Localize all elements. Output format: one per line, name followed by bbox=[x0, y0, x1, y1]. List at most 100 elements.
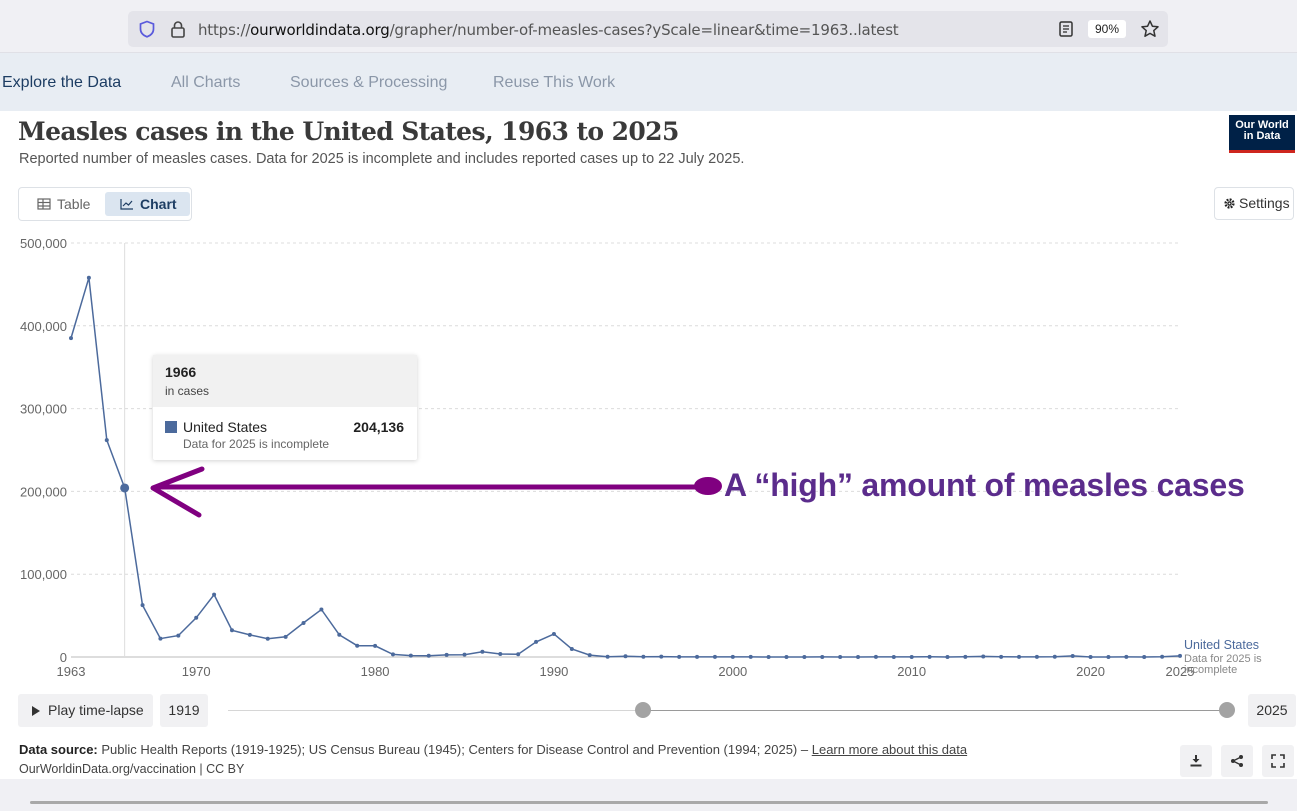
share-icon bbox=[1231, 755, 1243, 767]
data-point bbox=[909, 654, 914, 659]
data-point bbox=[283, 634, 288, 639]
fullscreen-button[interactable] bbox=[1262, 745, 1294, 777]
site-nav: Explore the Data All Charts Sources & Pr… bbox=[0, 53, 1297, 111]
learn-more-link[interactable]: Learn more about this data bbox=[811, 742, 968, 757]
chart-tab[interactable]: Chart bbox=[105, 192, 190, 216]
data-point bbox=[999, 654, 1004, 659]
y-tick-label: 500,000 bbox=[20, 236, 67, 251]
bookmark-star-icon[interactable] bbox=[1140, 19, 1160, 44]
logo-line-2: in Data bbox=[1243, 130, 1281, 142]
x-tick-label: 2020 bbox=[1076, 664, 1105, 679]
view-toggle: Table Chart bbox=[18, 187, 192, 221]
data-point bbox=[838, 654, 843, 659]
data-point bbox=[623, 654, 628, 659]
share-button[interactable] bbox=[1221, 745, 1253, 777]
data-point bbox=[551, 631, 556, 636]
logo-line-1: Our World bbox=[1235, 119, 1289, 131]
measles-line-chart[interactable]: 0 100,000 200,000 300,000 400,000 500,000 1963… bbox=[0, 111, 1297, 686]
data-point bbox=[1034, 654, 1039, 659]
annotation-arrow-tail bbox=[694, 477, 722, 495]
tab-all-charts[interactable]: All Charts bbox=[171, 74, 241, 91]
table-icon bbox=[37, 198, 51, 210]
y-tick-label: 400,000 bbox=[20, 319, 67, 334]
timeline-end-handle[interactable] bbox=[1219, 702, 1235, 718]
data-point bbox=[873, 654, 878, 659]
data-point bbox=[766, 654, 771, 659]
y-tick-label: 100,000 bbox=[20, 567, 67, 582]
zoom-level-badge[interactable]: 90% bbox=[1088, 20, 1127, 38]
tooltip-swatch bbox=[165, 421, 177, 433]
data-point bbox=[963, 654, 968, 659]
timeline-start-year[interactable]: 1919 bbox=[160, 694, 208, 727]
data-point bbox=[1052, 654, 1057, 659]
data-point bbox=[498, 651, 503, 656]
data-point bbox=[587, 653, 592, 658]
url-text[interactable]: https://ourworldindata.org/grapher/numbe… bbox=[198, 21, 899, 39]
data-point bbox=[158, 636, 163, 641]
chart-tab-label: Chart bbox=[140, 196, 177, 212]
tab-sources-processing[interactable]: Sources & Processing bbox=[290, 74, 448, 91]
data-point bbox=[891, 654, 896, 659]
tooltip-note: Data for 2025 is incomplete bbox=[183, 437, 330, 451]
shield-icon[interactable] bbox=[138, 20, 156, 43]
data-point bbox=[355, 643, 360, 648]
data-point bbox=[748, 654, 753, 659]
download-icon bbox=[1190, 755, 1202, 767]
timeline-end-year[interactable]: 2025 bbox=[1248, 694, 1296, 727]
horizontal-scrollbar[interactable] bbox=[30, 801, 1268, 804]
data-source-text: Public Health Reports (1919-1925); US Ce… bbox=[101, 742, 809, 757]
data-point bbox=[480, 649, 485, 654]
expand-icon bbox=[1271, 754, 1285, 768]
data-point bbox=[945, 654, 950, 659]
data-point bbox=[194, 615, 199, 620]
play-timelapse-button[interactable]: Play time-lapse bbox=[18, 694, 153, 727]
chart-tooltip: 1966 in cases United States 204,136 Data… bbox=[153, 355, 417, 460]
annotation-arrowhead bbox=[150, 466, 205, 518]
play-icon bbox=[32, 706, 40, 716]
download-button[interactable] bbox=[1180, 745, 1212, 777]
x-tick-label: 1970 bbox=[182, 664, 211, 679]
data-point bbox=[802, 654, 807, 659]
data-source-label: Data source: bbox=[19, 742, 98, 757]
settings-button[interactable]: Settings bbox=[1214, 187, 1294, 220]
timeline-start-handle[interactable] bbox=[635, 702, 651, 718]
data-point bbox=[390, 652, 395, 657]
data-point bbox=[337, 632, 342, 637]
play-label: Play time-lapse bbox=[48, 702, 144, 718]
data-point bbox=[212, 592, 217, 597]
data-point bbox=[229, 628, 234, 633]
data-point bbox=[1070, 653, 1075, 658]
data-point bbox=[569, 647, 574, 652]
data-point bbox=[677, 654, 682, 659]
reader-view-icon[interactable] bbox=[1058, 20, 1074, 43]
data-point bbox=[1142, 654, 1147, 659]
timeline-selected-range bbox=[643, 710, 1228, 711]
owid-logo[interactable]: Our World in Data bbox=[1229, 115, 1295, 153]
series-label-note: Data for 2025 is bbox=[1184, 653, 1262, 665]
data-point bbox=[373, 643, 378, 648]
data-point bbox=[176, 633, 181, 638]
table-tab[interactable]: Table bbox=[23, 192, 103, 216]
address-bar[interactable]: https://ourworldindata.org/grapher/numbe… bbox=[128, 11, 1168, 47]
data-point bbox=[856, 654, 861, 659]
y-tick-label: 200,000 bbox=[20, 484, 67, 499]
x-tick-label: 2010 bbox=[897, 664, 926, 679]
x-tick-label: 1990 bbox=[539, 664, 568, 679]
data-point bbox=[462, 652, 467, 657]
chart-title: Measles cases in the United States, 1963… bbox=[18, 117, 679, 146]
data-point bbox=[784, 654, 789, 659]
data-point bbox=[1124, 654, 1129, 659]
data-point bbox=[927, 654, 932, 659]
highlighted-data-point bbox=[120, 483, 130, 493]
series-label: United States bbox=[1184, 638, 1259, 652]
license-line[interactable]: OurWorldinData.org/vaccination | CC BY bbox=[19, 762, 245, 776]
data-point bbox=[104, 438, 109, 443]
y-tick-label: 0 bbox=[60, 650, 67, 665]
annotation-text: A “high” amount of measles cases bbox=[724, 467, 1245, 503]
browser-bottom-bar bbox=[0, 779, 1297, 811]
tab-explore-the-data[interactable]: Explore the Data bbox=[2, 74, 122, 91]
lock-icon[interactable] bbox=[170, 20, 186, 43]
x-tick-label: 2025 bbox=[1166, 664, 1195, 679]
data-point bbox=[86, 275, 91, 280]
tab-reuse-this-work[interactable]: Reuse This Work bbox=[493, 74, 616, 91]
